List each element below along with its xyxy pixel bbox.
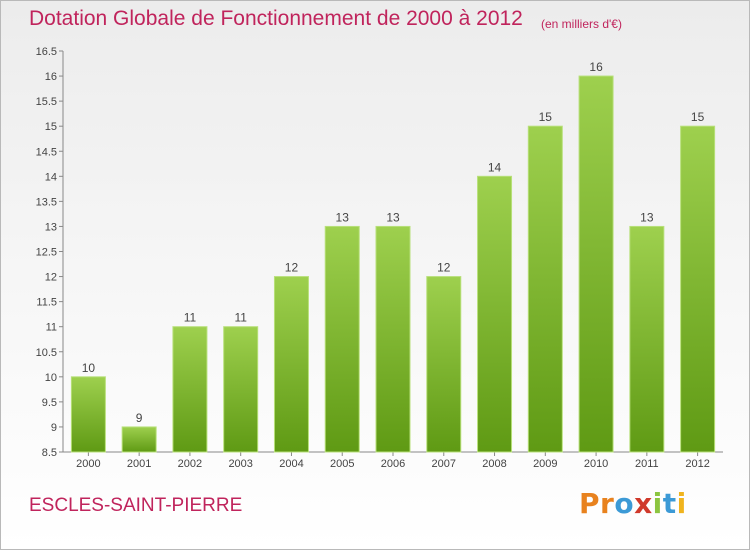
y-tick-label: 10 xyxy=(45,372,57,384)
data-label-2008: 14 xyxy=(488,160,502,174)
x-tick-label: 2003 xyxy=(228,458,252,470)
data-label-2011: 13 xyxy=(640,210,654,224)
bar-2007 xyxy=(426,276,462,453)
y-tick-label: 11.5 xyxy=(36,297,57,309)
logo-letter: r xyxy=(600,487,615,520)
proxiti-logo: Proxiti xyxy=(579,487,687,520)
y-tick-label: 13.5 xyxy=(36,196,57,208)
y-tick-label: 9.5 xyxy=(42,397,57,409)
y-tick-label: 15.5 xyxy=(36,96,57,108)
logo-letter: x xyxy=(634,487,653,520)
bar-2000 xyxy=(70,376,106,453)
x-tick-label: 2005 xyxy=(330,458,354,470)
y-tick-label: 15 xyxy=(45,121,57,133)
data-label-2000: 10 xyxy=(82,361,96,375)
data-label-2006: 13 xyxy=(386,210,400,224)
bar-2010 xyxy=(578,75,614,453)
y-tick-label: 9 xyxy=(51,422,57,434)
bar-2004 xyxy=(273,276,309,453)
logo-letter: i xyxy=(676,487,687,520)
data-label-2010: 16 xyxy=(589,60,603,74)
y-tick-label: 8.5 xyxy=(42,447,57,459)
data-label-2003: 11 xyxy=(234,311,247,325)
bar-2006 xyxy=(375,225,411,453)
commune-name: ESCLES-SAINT-PIERRE xyxy=(29,495,243,516)
chart-data-labels: 10 9 11 11 12 13 13 12 14 15 16 13 15 xyxy=(82,60,705,425)
y-tick-label: 13 xyxy=(45,221,57,233)
data-label-2001: 9 xyxy=(136,411,143,425)
x-tick-label: 2006 xyxy=(381,458,405,470)
y-tick-label: 11 xyxy=(46,322,57,334)
x-tick-label: 2007 xyxy=(432,458,456,470)
bar-2003 xyxy=(223,326,259,453)
y-tick-label: 12 xyxy=(45,272,57,284)
chart-unit-label: (en milliers d'€) xyxy=(541,17,622,31)
x-tick-label: 2004 xyxy=(279,458,303,470)
x-tick-label: 2002 xyxy=(178,458,202,470)
y-tick-label: 10.5 xyxy=(36,347,57,359)
y-tick-label: 14 xyxy=(45,171,57,183)
bar-2008 xyxy=(477,175,513,453)
bar-2001 xyxy=(121,426,157,453)
bar-2009 xyxy=(527,125,563,453)
logo-letter: o xyxy=(614,487,635,520)
chart-title: Dotation Globale de Fonctionnement de 20… xyxy=(29,7,523,30)
chart-bars xyxy=(70,75,716,453)
data-label-2005: 13 xyxy=(336,210,350,224)
data-label-2009: 15 xyxy=(539,110,553,124)
x-tick-label: 2010 xyxy=(584,458,608,470)
logo-letter: i xyxy=(652,487,663,520)
logo-letter: t xyxy=(662,487,677,520)
data-label-2007: 12 xyxy=(437,261,451,275)
y-tick-label: 16 xyxy=(45,71,57,83)
bar-2005 xyxy=(324,225,360,453)
y-tick-label: 16.5 xyxy=(36,46,57,58)
y-tick-label: 14.5 xyxy=(36,146,57,158)
x-tick-label: 2001 xyxy=(127,458,151,470)
x-tick-label: 2009 xyxy=(533,458,557,470)
x-tick-label: 2011 xyxy=(635,458,659,470)
x-tick-label: 2008 xyxy=(482,458,506,470)
data-label-2012: 15 xyxy=(691,110,705,124)
x-tick-label: 2000 xyxy=(76,458,100,470)
y-tick-label: 12.5 xyxy=(36,247,57,259)
bar-2012 xyxy=(680,125,716,453)
x-tick-label: 2012 xyxy=(685,458,709,470)
data-label-2004: 12 xyxy=(285,261,299,275)
bar-2002 xyxy=(172,326,208,453)
logo-letter: P xyxy=(579,487,601,520)
data-label-2002: 11 xyxy=(184,311,197,325)
bar-2011 xyxy=(629,225,665,453)
